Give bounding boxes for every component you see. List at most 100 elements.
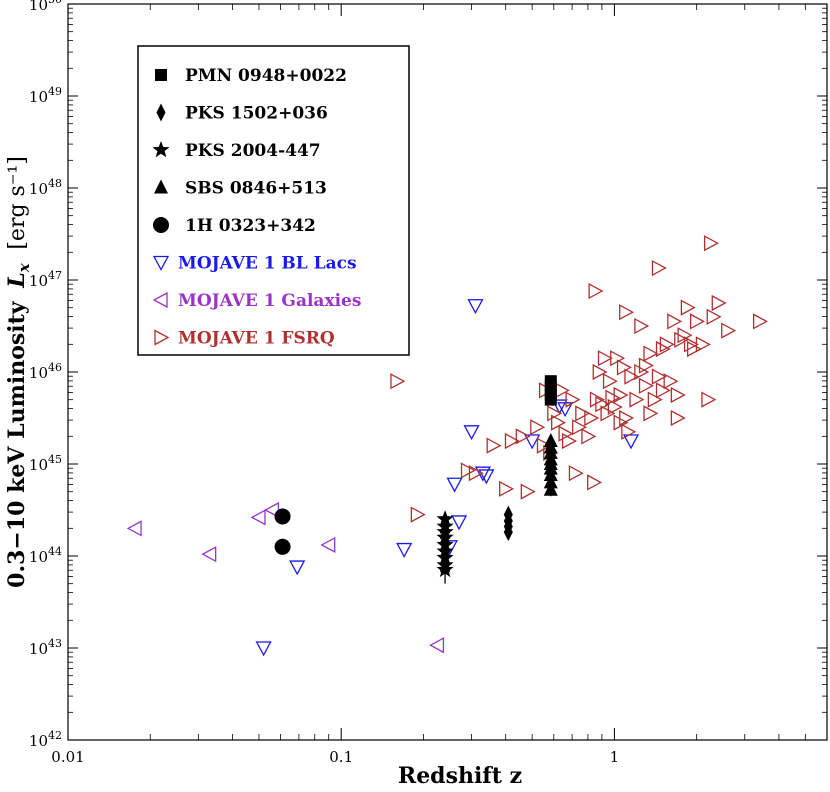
y-tick-exponent: 49 (48, 85, 62, 98)
data-point (587, 474, 603, 491)
y-tick-base: 10 (29, 456, 48, 474)
legend: PMN 0948+0022 PKS 1502+036 PKS 2004-447 SBS… (137, 45, 410, 356)
y-axis-title-subscript: x (15, 262, 33, 273)
data-point (429, 637, 445, 654)
data-point (616, 359, 632, 376)
data-point (524, 434, 541, 450)
data-marks (126, 235, 768, 657)
data-point (680, 299, 696, 316)
data-point (752, 313, 768, 330)
y-axis-title-symbol: L (4, 272, 30, 288)
data-point (647, 391, 663, 408)
data-point (474, 466, 491, 482)
data-point (543, 474, 558, 489)
data-point (320, 536, 336, 554)
legend-item: PMN 0948+0022 (155, 66, 347, 86)
y-tick-base: 10 (29, 272, 48, 290)
data-point (478, 469, 495, 485)
legend-label: SBS 0846+513 (185, 179, 327, 199)
y-axis-title-prefix: 0.3−10 keV Luminosity (4, 300, 30, 588)
data-point (670, 386, 686, 404)
data-point (551, 399, 568, 415)
data-point (613, 386, 629, 404)
data-point (706, 308, 722, 325)
legend-label: 1H 0323+342 (185, 216, 316, 236)
data-point (503, 523, 513, 542)
data-point (450, 515, 468, 531)
legend-label: PKS 1502+036 (185, 104, 328, 124)
y-tick-label: 1044 (29, 545, 62, 566)
legend-label: PMN 0948+0022 (185, 66, 347, 86)
legend-marker (156, 103, 166, 122)
data-point (674, 331, 690, 348)
data-point (655, 340, 671, 358)
legend-label: MOJAVE 1 FSRQ (178, 329, 335, 349)
x-axis-title: Redshift z (398, 763, 522, 789)
data-point (289, 560, 306, 576)
data-point (568, 465, 584, 482)
data-point (126, 520, 142, 537)
tick-labels: 1042104310441045104610471048104910500.01… (29, 0, 619, 766)
data-point (504, 432, 520, 450)
data-point (486, 437, 502, 454)
y-tick-base: 10 (29, 640, 48, 658)
data-point (436, 560, 454, 578)
y-tick-base: 10 (29, 88, 48, 106)
data-point (581, 428, 597, 445)
y-tick-label: 1046 (29, 361, 62, 382)
y-axis-title: 0.3−10 keV Luminosity Lx [erg s⁻¹] (4, 156, 33, 588)
data-point (575, 405, 591, 422)
data-point (390, 373, 406, 390)
y-tick-exponent: 42 (48, 729, 62, 742)
data-point (460, 462, 476, 479)
legend-marker (152, 255, 170, 271)
data-point (663, 373, 679, 390)
series-1h-0323-342 (274, 508, 291, 555)
data-point (605, 389, 621, 406)
data-point (410, 506, 426, 523)
y-tick-label: 1049 (29, 85, 62, 106)
data-point (701, 391, 717, 408)
data-point (572, 419, 588, 436)
x-tick-label: 0.1 (329, 748, 353, 766)
data-point (543, 467, 558, 482)
y-tick-label: 1050 (29, 0, 62, 14)
data-point (634, 317, 650, 335)
legend-marker (153, 217, 169, 233)
y-tick-label: 1047 (29, 269, 62, 290)
data-point (643, 405, 659, 422)
data-point (667, 313, 683, 330)
data-point (651, 368, 667, 385)
y-tick-exponent: 50 (48, 0, 62, 6)
data-point (499, 480, 515, 497)
data-point (619, 304, 635, 321)
data-point (584, 409, 600, 427)
data-point (624, 368, 640, 385)
y-tick-base: 10 (29, 364, 48, 382)
series-mojave-1-bl-lacs (255, 299, 640, 657)
y-tick-exponent: 43 (48, 637, 62, 650)
data-point (558, 425, 574, 442)
data-point (638, 357, 654, 374)
y-tick-exponent: 48 (48, 177, 62, 190)
data-point (561, 432, 578, 450)
legend-marker (155, 69, 167, 81)
data-point (686, 340, 703, 358)
legend-marker (152, 141, 170, 158)
data-point (613, 414, 629, 431)
legend-label: PKS 2004-447 (185, 141, 321, 161)
y-tick-label: 1043 (29, 637, 62, 658)
data-point (547, 405, 563, 422)
data-point (589, 391, 605, 408)
data-point (655, 382, 671, 399)
legend-item: SBS 0846+513 (154, 179, 327, 199)
data-point (621, 423, 637, 440)
legend-item: MOJAVE 1 FSRQ (154, 329, 335, 349)
legend-marker (154, 179, 168, 194)
data-point (467, 299, 484, 315)
data-point (520, 483, 536, 500)
data-point (557, 402, 574, 418)
x-tick-label: 1 (610, 748, 620, 766)
